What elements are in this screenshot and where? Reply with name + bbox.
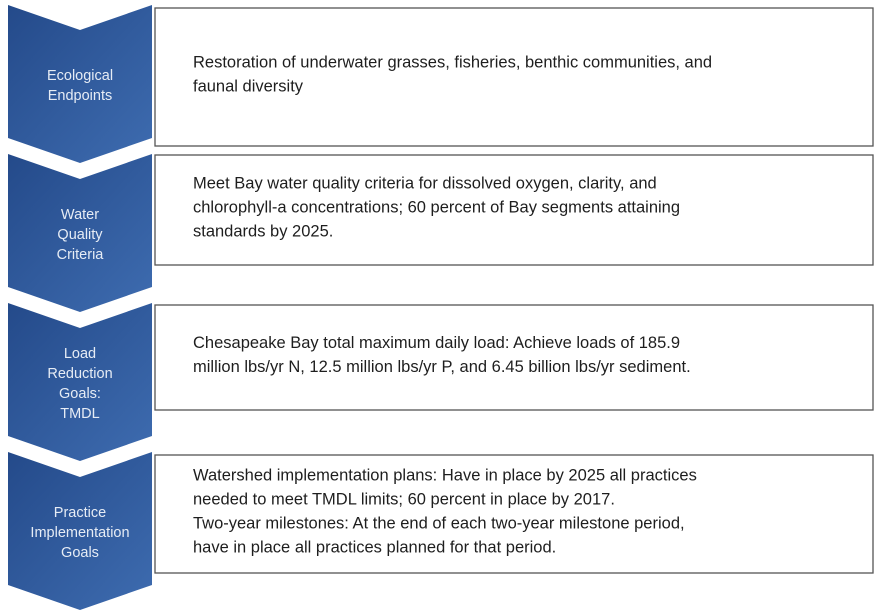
step-label: Practice — [54, 505, 106, 521]
step-text: Watershed implementation plans: Have in … — [193, 466, 697, 484]
step-text: million lbs/yr N, 12.5 million lbs/yr P,… — [193, 358, 691, 376]
step-label: Endpoints — [48, 88, 113, 104]
step-label: Water — [61, 207, 99, 223]
step-text: Chesapeake Bay total maximum daily load:… — [193, 334, 680, 352]
step-label: Goals: — [59, 386, 101, 402]
step-box — [154, 154, 874, 266]
step-text: Two-year milestones: At the end of each … — [193, 514, 685, 532]
step-label: Load — [64, 346, 96, 362]
step-label: Goals — [61, 545, 99, 561]
step-text: chlorophyll-a concentrations; 60 percent… — [193, 198, 680, 216]
step-label: Ecological — [47, 68, 113, 84]
step-text: standards by 2025. — [193, 222, 333, 240]
step-label: Quality — [57, 227, 103, 243]
step-text: faunal diversity — [193, 77, 304, 95]
step-box — [154, 304, 874, 411]
step-box — [154, 454, 874, 574]
step-label: Implementation — [30, 525, 129, 541]
step-box — [154, 7, 874, 147]
step-label: TMDL — [60, 406, 99, 422]
step-label: Reduction — [47, 366, 112, 382]
chevron — [8, 5, 152, 163]
step-label: Criteria — [57, 247, 105, 263]
step-text: needed to meet TMDL limits; 60 percent i… — [193, 490, 615, 508]
chevron — [8, 154, 152, 312]
step-text: Restoration of underwater grasses, fishe… — [193, 53, 712, 71]
step-text: have in place all practices planned for … — [193, 538, 556, 556]
step-text: Meet Bay water quality criteria for diss… — [193, 174, 657, 192]
chevron — [8, 303, 152, 461]
chevron — [8, 452, 152, 610]
